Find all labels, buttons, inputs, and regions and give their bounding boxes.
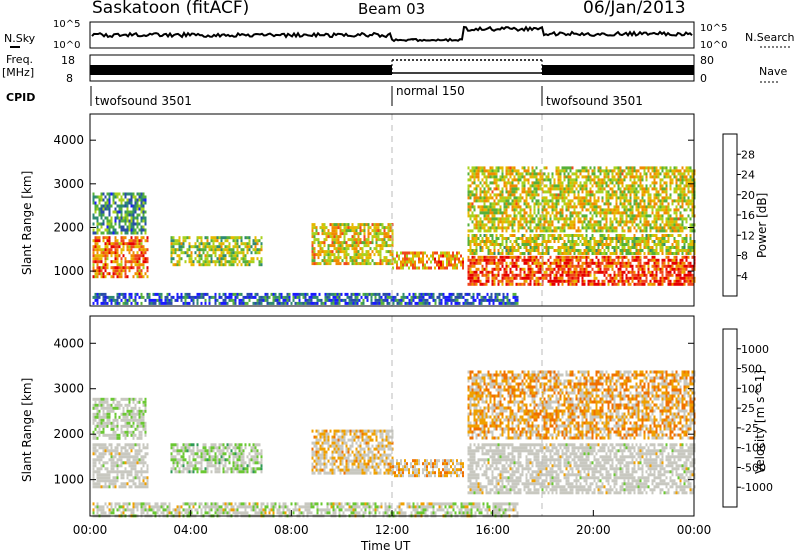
region-7 (467, 166, 696, 233)
colorbar-tick-label-3: 16 (741, 209, 755, 222)
y-tick-label-2: 2000 (53, 427, 84, 441)
power-colorbar: 28 24 20 16 12 8 4 (722, 133, 755, 297)
velocity-y-axis: 4000 3000 2000 1000 (53, 336, 694, 487)
y-tick-label-0: 4000 (53, 336, 84, 350)
region-1 (92, 192, 147, 235)
colorbar-tick-label-6: -500 (741, 461, 766, 474)
station-title: Saskatoon (fitACF) (92, 0, 249, 18)
velocity-colorbar: 1000 500 100 25 -25 -100 -500 -1000 (722, 328, 773, 508)
nsky-tick-top: 10^5 (53, 19, 80, 30)
colorbar-tick-label-1: 24 (741, 169, 755, 182)
velocity-x-label: Time UT (360, 539, 411, 553)
cpid-segment-2: twofsound 3501 (546, 94, 643, 108)
colorbar-tick-label-2: 100 (741, 382, 762, 395)
velocity-colorbar-label: Velocity [m s^-1] (753, 370, 767, 474)
region-0 (92, 236, 149, 279)
freq-label: Freq. (6, 53, 33, 66)
freq-bar-left (90, 65, 392, 75)
cpid-panel: CPID twofsound 3501 normal 150 twofsound… (6, 84, 643, 108)
colorbar-tick-label-2: 20 (741, 189, 755, 202)
region-6 (467, 370, 696, 440)
nsky-label: N.Sky (4, 32, 36, 45)
region-3 (311, 429, 394, 475)
freq-tick-top: 18 (61, 54, 75, 67)
velocity-y-label: Slant Range [km] (20, 378, 34, 482)
region-0 (92, 443, 149, 489)
colorbar-frame (722, 328, 738, 508)
colorbar-tick-label-0: 1000 (741, 343, 769, 356)
nsearch-tick-top: 10^5 (700, 23, 727, 34)
x-tick-label-2: 08:00 (274, 523, 309, 537)
region-8 (92, 292, 519, 305)
region-1 (92, 397, 147, 440)
power-frame (89, 113, 695, 307)
x-tick-label-6: 00:00 (677, 523, 712, 537)
nsearch-label: N.Search (745, 31, 795, 44)
y-tick-label-1: 3000 (53, 382, 84, 396)
power-y-label: Slant Range [km] (20, 171, 34, 275)
region-6 (467, 234, 696, 255)
cpid-segment-0: twofsound 3501 (95, 94, 192, 108)
region-5 (467, 443, 696, 495)
beam-title: Beam 03 (358, 0, 425, 18)
region-4 (392, 251, 464, 270)
colorbar-tick-label-3: 25 (741, 402, 755, 415)
colorbar-frame (722, 133, 738, 297)
nsearch-tick-bottom: 10^0 (700, 40, 727, 51)
cpid-label: CPID (6, 91, 35, 104)
y-tick-label-3: 1000 (53, 264, 84, 278)
nsky-tick-bottom: 10^0 (53, 40, 80, 51)
colorbar-tick-label-4: -25 (741, 422, 759, 435)
colorbar-tick-label-6: 4 (741, 270, 748, 283)
date-title: 06/Jan/2013 (583, 0, 686, 18)
nsky-panel: N.Sky 10^5 10^0 10^5 10^0 N.Search (4, 19, 795, 51)
colorbar-tick-label-4: 12 (741, 229, 755, 242)
freq-unit: [MHz] (2, 66, 34, 79)
x-tick-label-1: 04:00 (173, 523, 208, 537)
region-3 (311, 223, 394, 266)
freq-panel: Freq. [MHz] 18 8 80 0 Nave (2, 53, 787, 85)
power-heatmap (92, 166, 696, 305)
y-tick-label-0: 4000 (53, 133, 84, 147)
region-4 (392, 459, 464, 478)
power-y-axis: 4000 3000 2000 1000 (53, 133, 694, 278)
colorbar-tick-label-5: -100 (741, 442, 766, 455)
y-tick-label-1: 3000 (53, 177, 84, 191)
region-2 (170, 236, 263, 267)
velocity-panel: 4000 3000 2000 1000 00:00 04:00 08:00 12:00 16:… (20, 315, 773, 553)
region-5 (467, 255, 696, 286)
colorbar-tick-label-7: -1000 (741, 481, 773, 494)
cpid-segment-1: normal 150 (396, 84, 465, 98)
nsky-trace (91, 25, 693, 43)
power-colorbar-label: Power [dB] (755, 193, 769, 258)
y-tick-label-2: 2000 (53, 220, 84, 234)
velocity-heatmap (92, 370, 696, 518)
x-tick-label-4: 16:00 (475, 523, 510, 537)
power-panel: 4000 3000 2000 1000 Slant Range [km] 28 24 20… (20, 113, 769, 307)
y-tick-label-3: 1000 (53, 473, 84, 487)
colorbar-tick-label-1: 500 (741, 363, 762, 376)
x-tick-label-5: 20:00 (576, 523, 611, 537)
nave-tick-top: 80 (700, 54, 714, 67)
colorbar-tick-label-0: 28 (741, 148, 755, 161)
x-tick-label-3: 12:00 (375, 523, 410, 537)
freq-bar-right (542, 65, 694, 75)
freq-tick-bottom: 8 (66, 72, 73, 85)
region-2 (170, 443, 263, 474)
colorbar-tick-label-5: 8 (741, 250, 748, 263)
region-7 (92, 502, 519, 518)
nave-tick-bottom: 0 (700, 72, 707, 85)
velocity-x-axis: 00:00 04:00 08:00 12:00 16:00 20:00 00:00 (73, 510, 712, 537)
nsky-frame (89, 21, 695, 49)
x-tick-label-0: 00:00 (73, 523, 108, 537)
nave-label: Nave (759, 65, 787, 78)
